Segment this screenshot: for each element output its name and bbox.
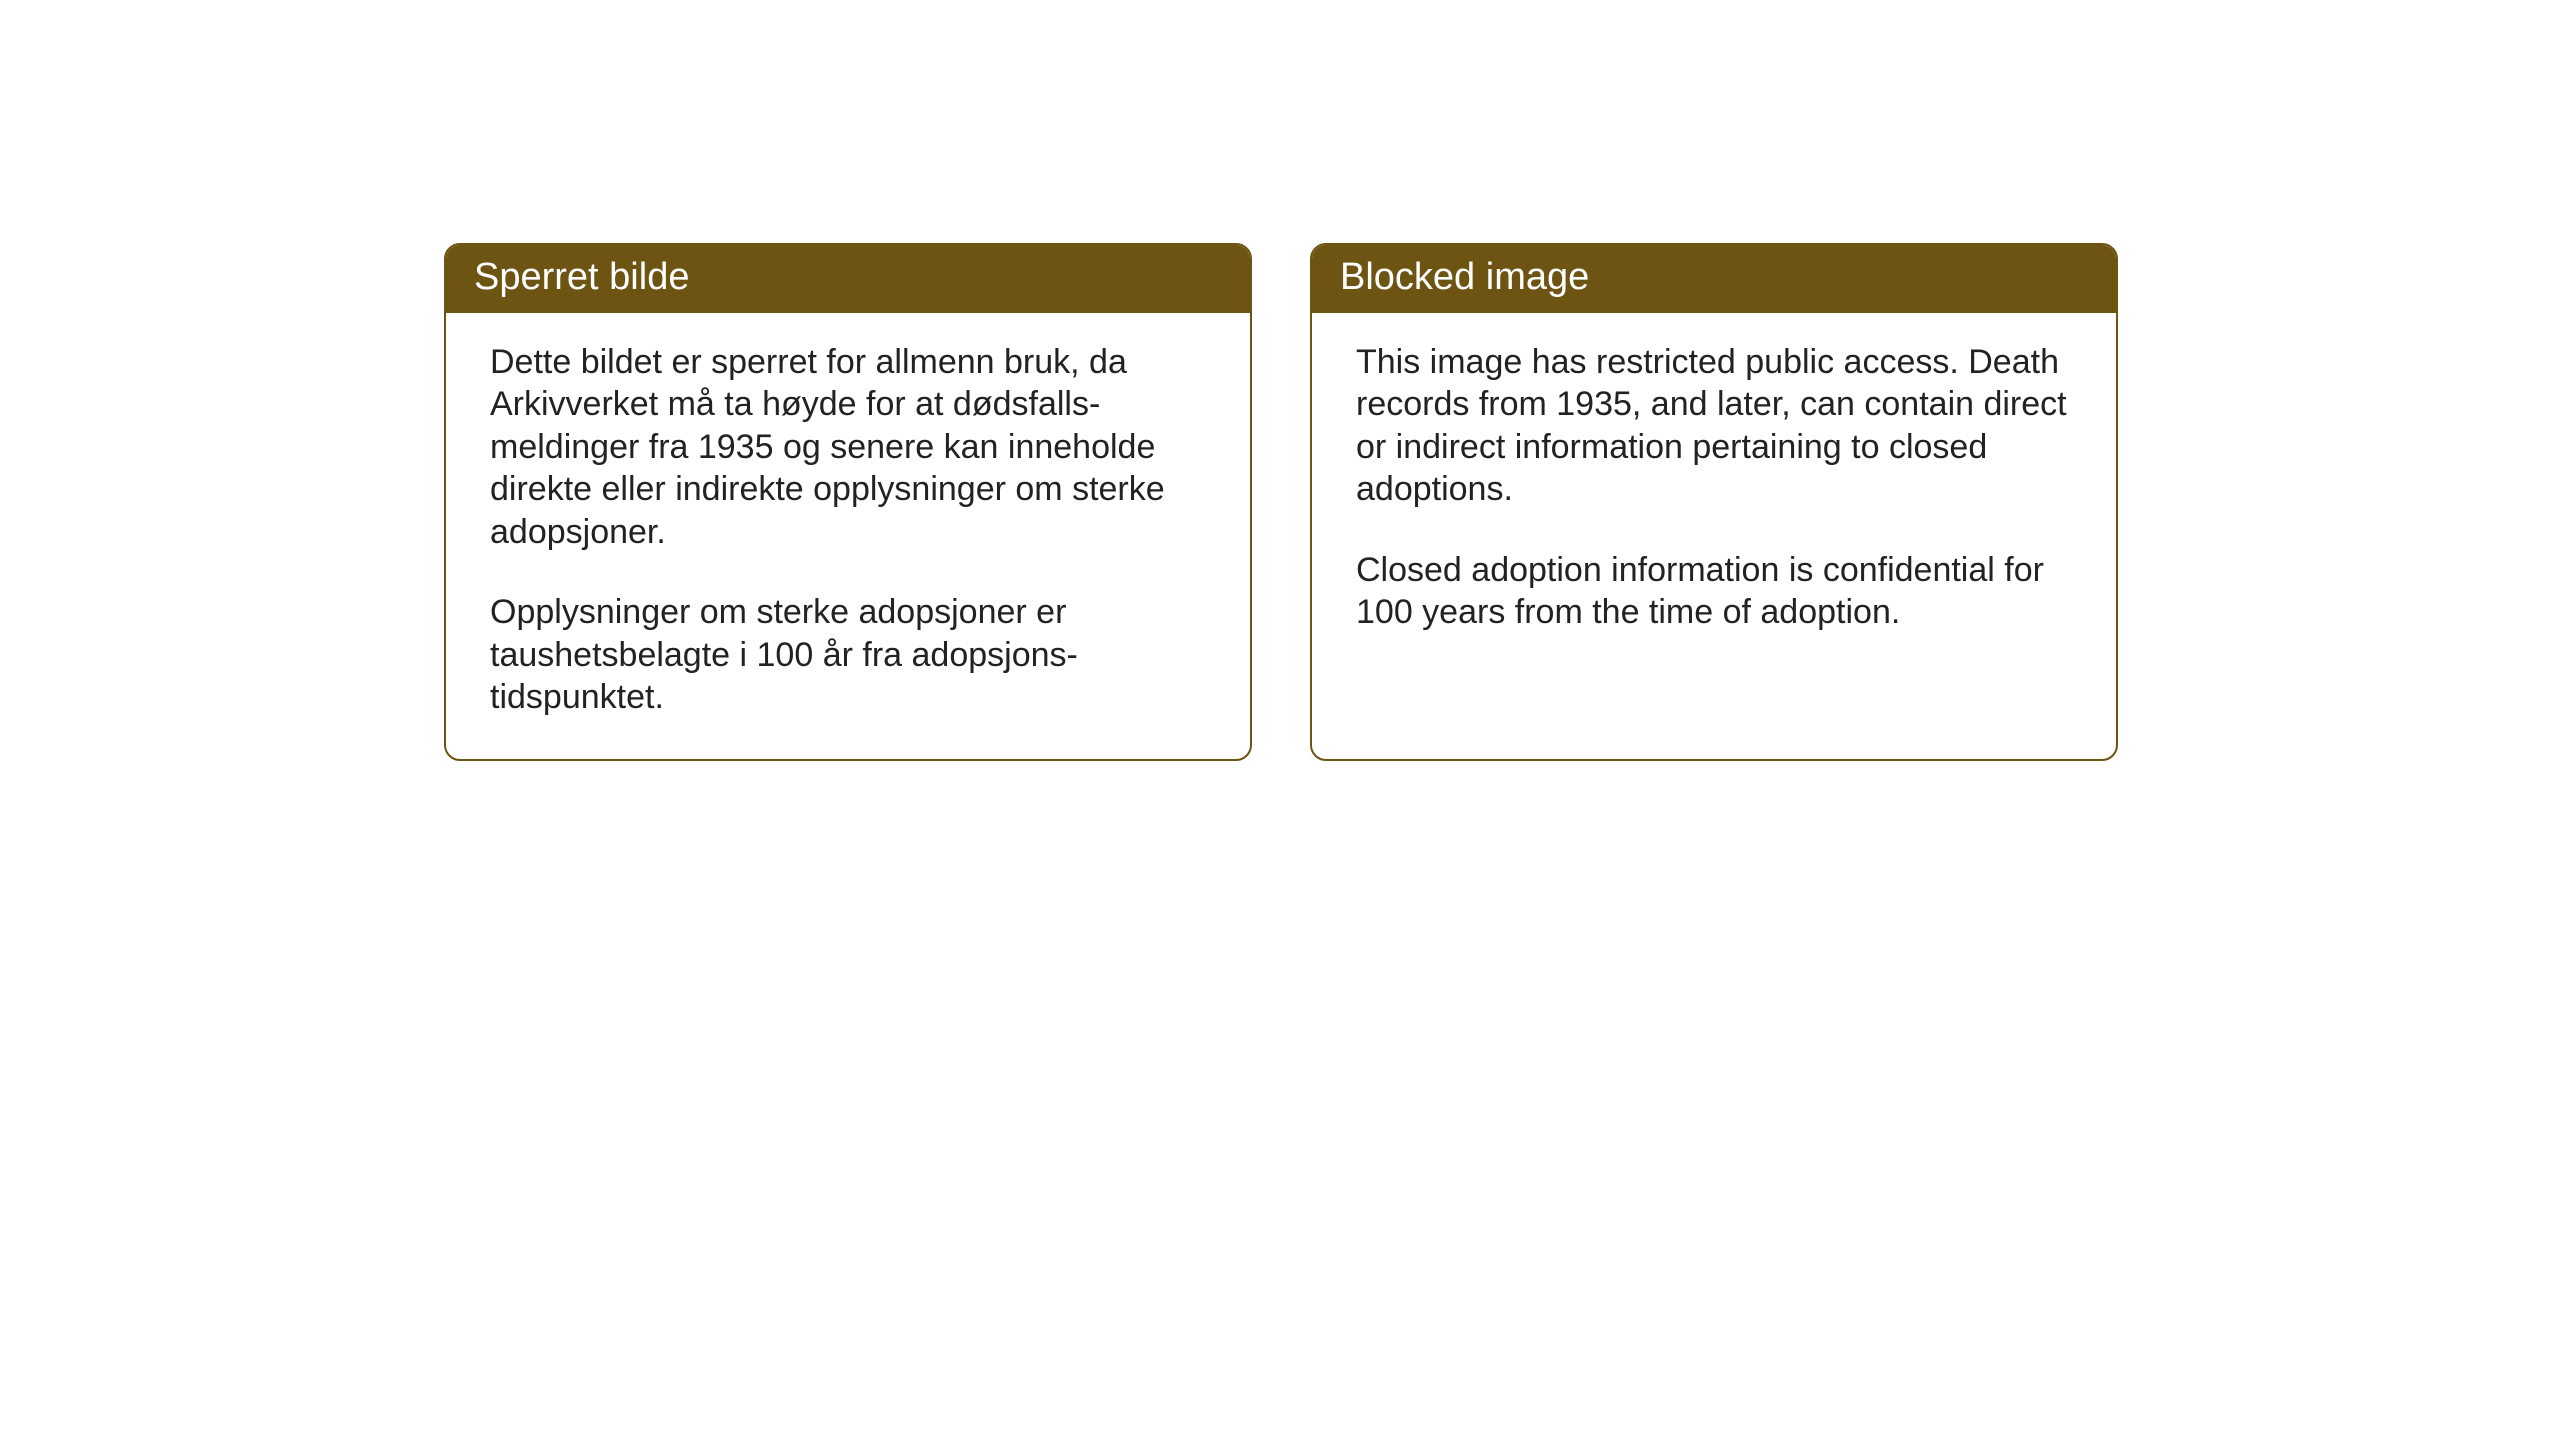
boxes-wrapper: Sperret bilde Dette bildet er sperret fo… xyxy=(444,243,2118,761)
notice-paragraph: Closed adoption information is confident… xyxy=(1356,549,2072,634)
notice-paragraph: Opplysninger om sterke adopsjoner er tau… xyxy=(490,591,1206,719)
notice-paragraph: This image has restricted public access.… xyxy=(1356,341,2072,511)
notice-paragraph: Dette bildet er sperret for allmenn bruk… xyxy=(490,341,1206,554)
notice-body-english: This image has restricted public access.… xyxy=(1312,313,2116,759)
notice-body-norwegian: Dette bildet er sperret for allmenn bruk… xyxy=(446,313,1250,759)
notice-header-english: Blocked image xyxy=(1312,245,2116,313)
notice-container: Sperret bilde Dette bildet er sperret fo… xyxy=(444,243,2118,761)
notice-box-english: Blocked image This image has restricted … xyxy=(1310,243,2118,761)
notice-header-norwegian: Sperret bilde xyxy=(446,245,1250,313)
notice-box-norwegian: Sperret bilde Dette bildet er sperret fo… xyxy=(444,243,1252,761)
